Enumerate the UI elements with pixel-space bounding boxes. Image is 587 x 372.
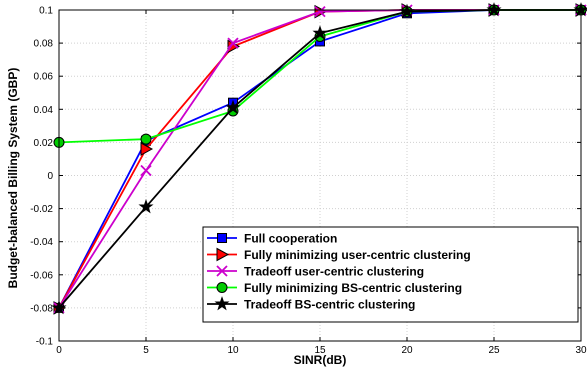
- y-tick-label: 0.06: [34, 72, 54, 83]
- y-tick-label: -0.1: [36, 337, 54, 348]
- legend-label: Fully minimizing user-centric clustering: [244, 248, 471, 262]
- data-point: [399, 3, 415, 19]
- x-tick-label: 30: [575, 345, 587, 356]
- legend-label: Tradeoff BS-centric clustering: [244, 298, 415, 312]
- legend: Full cooperation Fully minimizing user-ce…: [202, 226, 579, 323]
- y-tick-label: 0.04: [34, 105, 54, 116]
- legend-box: [202, 226, 579, 323]
- data-point: [312, 25, 328, 40]
- x-tick-label: 10: [227, 345, 239, 356]
- legend-item: Full cooperation: [207, 232, 337, 246]
- circle-marker: [216, 282, 228, 293]
- x-tick-label: 15: [314, 345, 326, 356]
- x-tick-label: 25: [488, 345, 500, 356]
- y-tick-label: 0.1: [39, 6, 53, 17]
- x-axis-label: SINR(dB): [294, 353, 347, 367]
- y-tick-label: -0.06: [30, 270, 53, 281]
- y-tick-label: 0: [47, 171, 53, 182]
- data-point: [140, 142, 154, 156]
- legend-item: Tradeoff BS-centric clustering: [207, 296, 415, 312]
- legend-label: Fully minimizing BS-centric clustering: [244, 281, 462, 295]
- legend-label: Full cooperation: [244, 232, 337, 246]
- data-point: [225, 99, 241, 115]
- star-marker: [214, 296, 230, 311]
- plot-frame: [58, 9, 582, 342]
- y-tick-label: -0.04: [30, 237, 53, 248]
- data-point: [314, 6, 326, 18]
- legend-item: Fully minimizing BS-centric clustering: [207, 281, 462, 295]
- triangle-marker: [216, 247, 230, 262]
- legend-label: Tradeoff user-centric clustering: [244, 265, 424, 279]
- data-point: [140, 133, 152, 145]
- square-marker: [217, 233, 227, 243]
- legend-item: Tradeoff user-centric clustering: [207, 265, 424, 279]
- y-tick-label: -0.02: [30, 204, 53, 215]
- data-point: [227, 37, 239, 49]
- x-tick-label: 0: [56, 345, 62, 356]
- x-marker: [216, 265, 228, 277]
- data-point: [486, 2, 502, 17]
- y-axis-label: Budget-balanced Billing System (GBP): [6, 68, 20, 289]
- x-tick-label: 5: [143, 345, 149, 356]
- y-tick-label: 0.02: [34, 138, 54, 149]
- y-axis-ticks: -0.1 -0.08 -0.06 -0.04 -0.02 0 0.02 0.04 0.06 0.0…: [30, 6, 581, 348]
- y-tick-label: -0.08: [30, 303, 53, 314]
- x-tick-label: 20: [401, 345, 413, 356]
- data-point: [138, 199, 154, 214]
- y-tick-label: 0.08: [34, 39, 54, 50]
- legend-item: Fully minimizing user-centric clustering: [207, 247, 471, 262]
- data-point: [140, 164, 152, 177]
